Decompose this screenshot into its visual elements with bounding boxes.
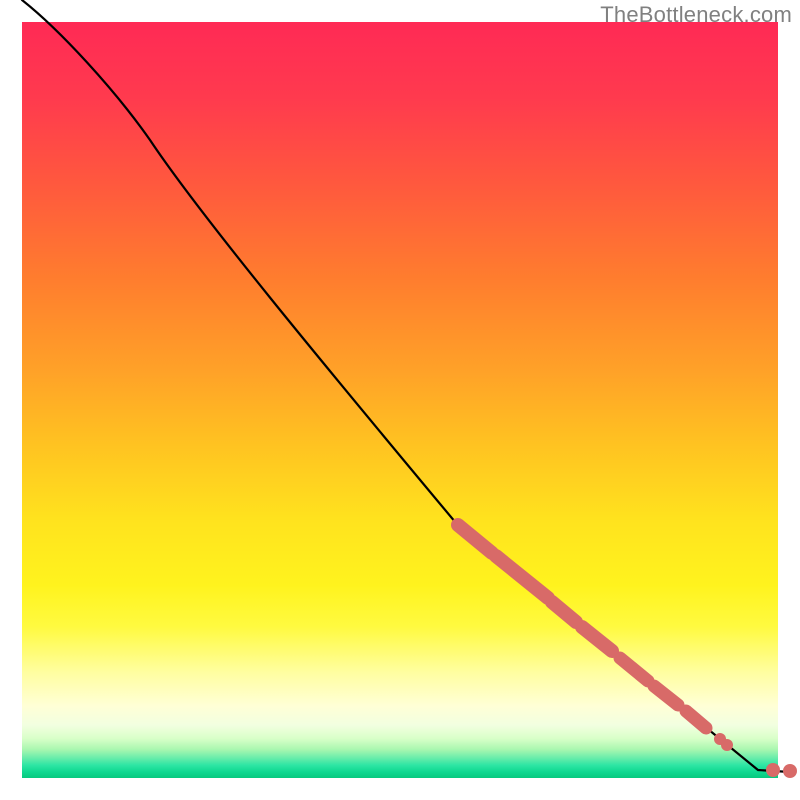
chart-svg — [0, 0, 800, 800]
watermark-text: TheBottleneck.com — [600, 2, 792, 28]
plot-background — [22, 22, 778, 778]
chart-stage: TheBottleneck.com — [0, 0, 800, 800]
marker-dot — [766, 763, 780, 777]
marker-dot — [721, 739, 733, 751]
marker-dot — [783, 764, 797, 778]
